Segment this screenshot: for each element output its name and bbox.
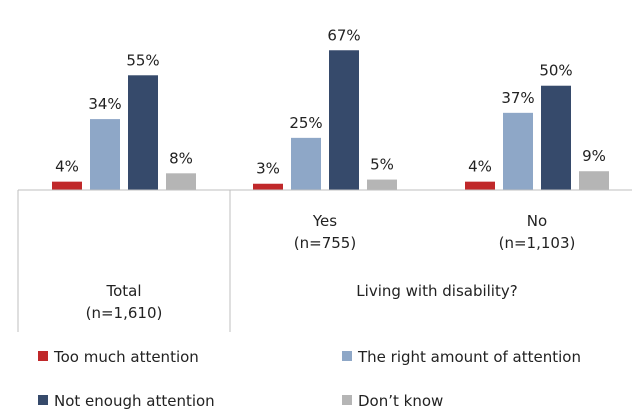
bar-g1-s2 bbox=[329, 50, 359, 190]
category-label-no-line1: No bbox=[527, 212, 547, 230]
bar-g1-s0 bbox=[253, 183, 283, 190]
data-label-g2-s2: 50% bbox=[539, 62, 572, 80]
data-label-g0-s3: 8% bbox=[169, 149, 193, 167]
data-label-g0-s0: 4% bbox=[55, 158, 79, 176]
category-label-total-line2: (n=1,610) bbox=[86, 304, 163, 322]
category-label-yes-line1: Yes bbox=[312, 212, 337, 230]
legend-label-1: The right amount of attention bbox=[357, 348, 581, 366]
labels-layer: Total (n=1,610) Yes (n=755) No (n=1,103)… bbox=[86, 212, 576, 322]
legend-label-0: Too much attention bbox=[53, 348, 199, 366]
bar-g1-s1 bbox=[291, 137, 321, 190]
legend-label-3: Don’t know bbox=[358, 392, 443, 410]
group-header-disability: Living with disability? bbox=[356, 282, 517, 300]
bar-g0-s2 bbox=[128, 75, 158, 190]
data-label-g2-s0: 4% bbox=[468, 158, 492, 176]
data-label-g1-s0: 3% bbox=[256, 160, 280, 178]
legend-label-2: Not enough attention bbox=[54, 392, 215, 410]
bars-layer: 4% 34% 55% 8% 3% 25% 67% 5% 4% 37% 50% 9% bbox=[52, 26, 609, 190]
legend-swatch-3 bbox=[342, 395, 352, 405]
data-label-g0-s2: 55% bbox=[126, 51, 159, 69]
bar-g2-s2 bbox=[541, 85, 571, 190]
data-label-g1-s1: 25% bbox=[289, 114, 322, 132]
category-label-total-line1: Total bbox=[105, 282, 141, 300]
data-label-g2-s3: 9% bbox=[582, 147, 606, 165]
category-label-no-line2: (n=1,103) bbox=[499, 234, 576, 252]
bar-g2-s1 bbox=[503, 112, 533, 190]
data-label-g1-s2: 67% bbox=[327, 26, 360, 44]
data-label-g1-s3: 5% bbox=[370, 156, 394, 174]
axes-layer bbox=[17, 189, 632, 332]
bar-g0-s3 bbox=[166, 173, 196, 190]
bar-g2-s0 bbox=[465, 181, 495, 190]
legend-swatch-2 bbox=[38, 395, 48, 405]
category-label-yes-line2: (n=755) bbox=[294, 234, 356, 252]
bar-g1-s3 bbox=[367, 179, 397, 190]
bar-g0-s1 bbox=[90, 119, 120, 190]
data-label-g0-s1: 34% bbox=[88, 95, 121, 113]
bar-g2-s3 bbox=[579, 171, 609, 190]
legend-swatch-1 bbox=[342, 351, 352, 361]
legend: Too much attention The right amount of at… bbox=[38, 348, 581, 410]
legend-swatch-0 bbox=[38, 351, 48, 361]
data-label-g2-s1: 37% bbox=[501, 89, 534, 107]
bar-g0-s0 bbox=[52, 181, 82, 190]
